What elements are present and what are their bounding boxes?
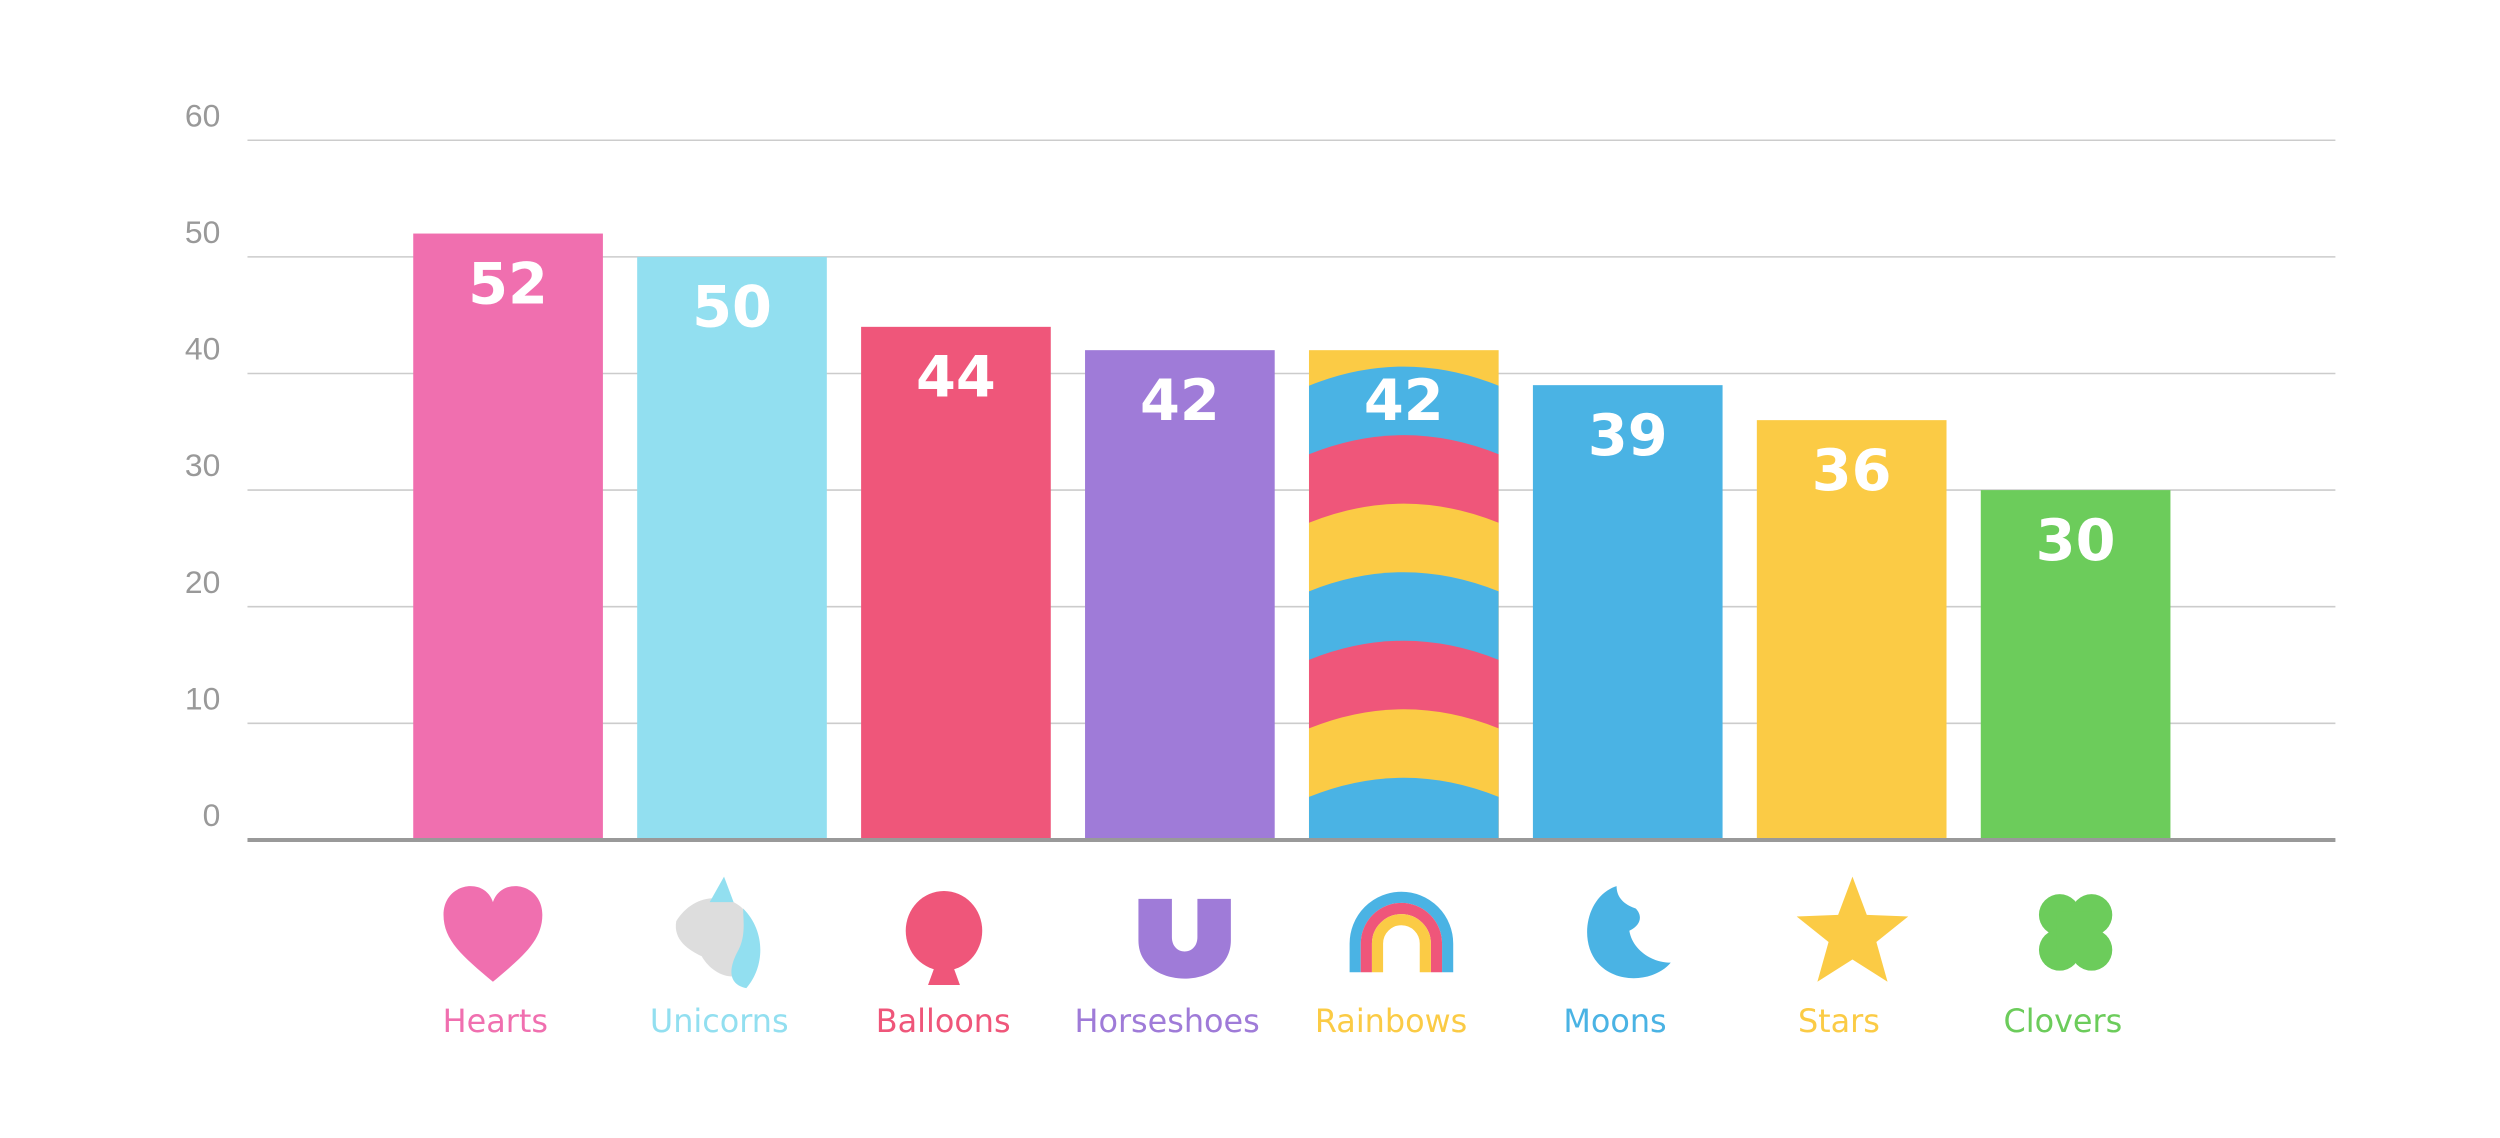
value-label: 50: [692, 274, 772, 341]
horseshoe-icon: [1138, 898, 1231, 979]
y-tick-label: 0: [203, 797, 221, 833]
clover-icon: [2038, 894, 2113, 971]
bar: [861, 326, 1051, 840]
y-tick-label: 60: [185, 97, 220, 133]
y-tick-label: 10: [185, 680, 220, 716]
heart-icon: [443, 886, 543, 982]
value-label: 42: [1364, 367, 1444, 434]
value-label: 52: [468, 250, 548, 317]
value-label: 30: [2036, 507, 2116, 574]
bar: [1532, 385, 1723, 840]
bar: [1980, 490, 2171, 840]
rainbow-stripe: [1308, 777, 1499, 840]
rainbow-stripes: [1308, 366, 1499, 840]
value-label: 36: [1812, 437, 1892, 504]
x-tick-label: Balloons: [876, 1002, 1011, 1040]
y-tick-label: 20: [185, 564, 220, 600]
icons: [443, 876, 2113, 989]
value-label: 39: [1588, 402, 1668, 469]
y-tick-label: 30: [185, 447, 220, 483]
bar: [637, 256, 827, 840]
star-icon: [1796, 876, 1909, 982]
bar: [1085, 350, 1275, 840]
value-label: 42: [1140, 367, 1220, 434]
x-tick-label: Moons: [1563, 1002, 1666, 1040]
x-tick-label: Horseshoes: [1075, 1002, 1260, 1040]
balloon-icon: [905, 890, 983, 985]
y-tick-label: 40: [185, 331, 220, 367]
moon-icon: [1587, 886, 1671, 979]
rainbow-icon: [1349, 891, 1454, 973]
bar: [413, 233, 603, 840]
value-label: 44: [916, 344, 996, 411]
x-tick-label: Stars: [1798, 1002, 1880, 1040]
unicorn-icon: [675, 876, 761, 989]
x-tick-label: Rainbows: [1315, 1002, 1467, 1040]
x-tick-label: Clovers: [2003, 1002, 2122, 1040]
bar: [1756, 420, 1947, 840]
x-tick-label: Unicorns: [650, 1002, 789, 1040]
x-tick-label: Hearts: [443, 1002, 548, 1040]
y-tick-label: 50: [185, 214, 220, 250]
